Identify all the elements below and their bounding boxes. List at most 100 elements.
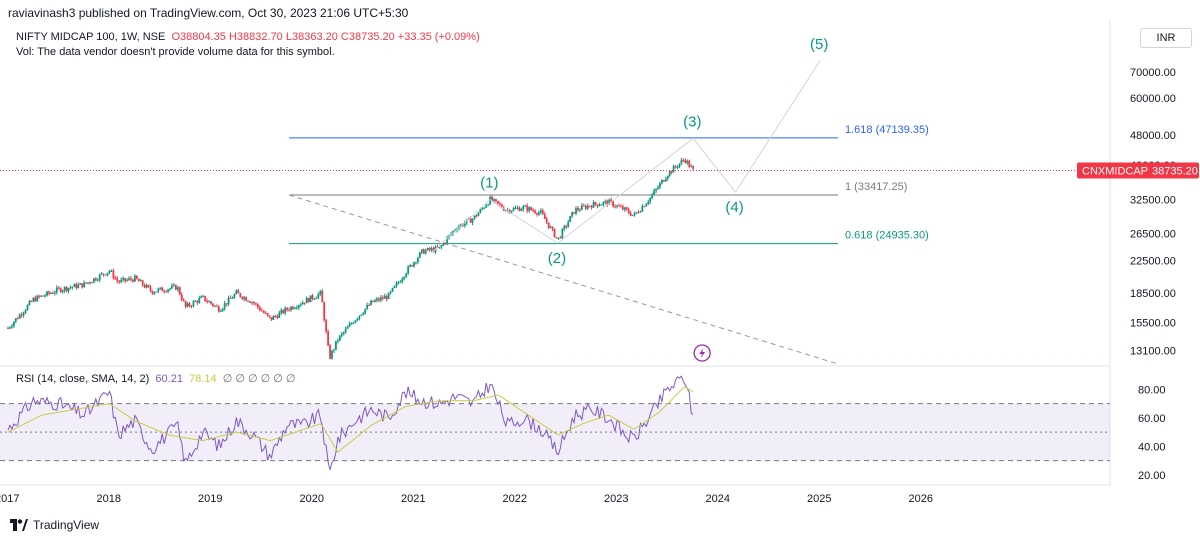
candle-body (354, 320, 357, 323)
candle-body (92, 278, 95, 283)
candle-body (258, 307, 261, 311)
candle-body (245, 297, 248, 301)
candle-body (57, 287, 60, 289)
candle-body (61, 290, 64, 292)
candle-body (206, 300, 208, 302)
candle-body (376, 298, 378, 301)
price-tick-label: 70000.00 (1130, 67, 1176, 79)
candle-body (313, 298, 316, 300)
time-tick-label: 2026 (909, 493, 933, 505)
candle-body (530, 207, 533, 210)
candle-body (479, 208, 482, 213)
currency-button[interactable]: INR (1140, 28, 1192, 48)
candle-body (387, 293, 390, 299)
candle-body (173, 284, 175, 286)
candle-body (606, 200, 609, 205)
candle-body (155, 291, 158, 293)
candle-body (253, 302, 255, 304)
elliott-wave-label: (2) (548, 250, 566, 267)
candle-body (212, 303, 214, 306)
candle-body (403, 276, 406, 279)
candle-body (395, 282, 398, 286)
candle-body (65, 287, 68, 291)
candle-body (251, 302, 253, 304)
candle-body (305, 298, 308, 304)
candle-body (274, 316, 277, 318)
candle-body (214, 305, 216, 307)
candle-body (657, 187, 659, 189)
candle-body (286, 307, 289, 310)
candle-body (237, 290, 240, 294)
candle-body (352, 322, 355, 324)
candle-body (680, 160, 683, 164)
candle-body (557, 237, 560, 239)
candle-body (333, 349, 335, 351)
symbol-legend: NIFTY MIDCAP 100, 1W, NSE O38804.35 H388… (16, 30, 480, 60)
candle-body (426, 248, 429, 251)
candle-body (163, 291, 166, 293)
candle-body (143, 285, 146, 288)
candle-body (422, 249, 425, 254)
footer-brand[interactable]: TradingView (10, 518, 99, 532)
symbol-title[interactable]: NIFTY MIDCAP 100, 1W, NSE (16, 31, 166, 43)
candle-body (660, 180, 663, 184)
candle-body (497, 200, 499, 204)
candle-body (83, 282, 86, 288)
candle-body (294, 307, 296, 309)
candle-body (34, 297, 37, 302)
candle-body (485, 205, 488, 208)
candle-body (432, 248, 435, 252)
candle-body (108, 270, 111, 273)
rsi-tick-label: 20.00 (1138, 470, 1166, 482)
candle-body (370, 300, 372, 305)
candle-body (235, 290, 238, 295)
candle-body (688, 160, 691, 167)
candle-body (415, 262, 417, 264)
candle-body (327, 331, 330, 346)
candle-body (122, 278, 125, 280)
candle-body (504, 210, 507, 212)
candle-body (110, 270, 113, 272)
candle-body (522, 206, 525, 210)
candle-body (555, 237, 558, 239)
candle-body (500, 204, 503, 208)
time-tick-label: 2022 (503, 493, 527, 505)
elliott-wave-label: (3) (683, 113, 701, 130)
candle-body (514, 207, 517, 209)
candle-body (647, 201, 650, 204)
time-tick-label: 2021 (401, 493, 425, 505)
candle-body (200, 296, 203, 299)
candle-body (151, 290, 154, 294)
candle-body (584, 205, 587, 209)
candle-body (666, 175, 669, 179)
candle-body (104, 274, 107, 276)
candle-body (153, 292, 156, 294)
candle-body (14, 318, 17, 322)
rsi-legend-label[interactable]: RSI (14, close, SMA, 14, 2) (16, 373, 150, 385)
candle-body (526, 205, 529, 211)
candle-body (342, 332, 345, 334)
candle-body (620, 206, 622, 208)
time-tick-label: 2023 (604, 493, 628, 505)
candle-body (545, 219, 548, 223)
candle-body (81, 283, 84, 288)
candle-body (399, 281, 402, 283)
candle-body (264, 312, 267, 314)
candle-body (335, 341, 337, 350)
candle-body (541, 210, 544, 215)
candle-body (643, 206, 646, 208)
candle-body (18, 314, 21, 319)
candle-body (69, 287, 72, 289)
elliott-wave-path (430, 60, 821, 254)
candle-body (210, 301, 212, 304)
candle-body (192, 301, 195, 307)
candle-body (186, 303, 189, 307)
candle-body (40, 295, 43, 297)
candle-body (204, 295, 207, 301)
candle-body (454, 230, 456, 232)
candle-body (225, 303, 228, 305)
candle-body (483, 207, 486, 209)
candle-body (100, 273, 103, 275)
candle-body (528, 207, 531, 211)
